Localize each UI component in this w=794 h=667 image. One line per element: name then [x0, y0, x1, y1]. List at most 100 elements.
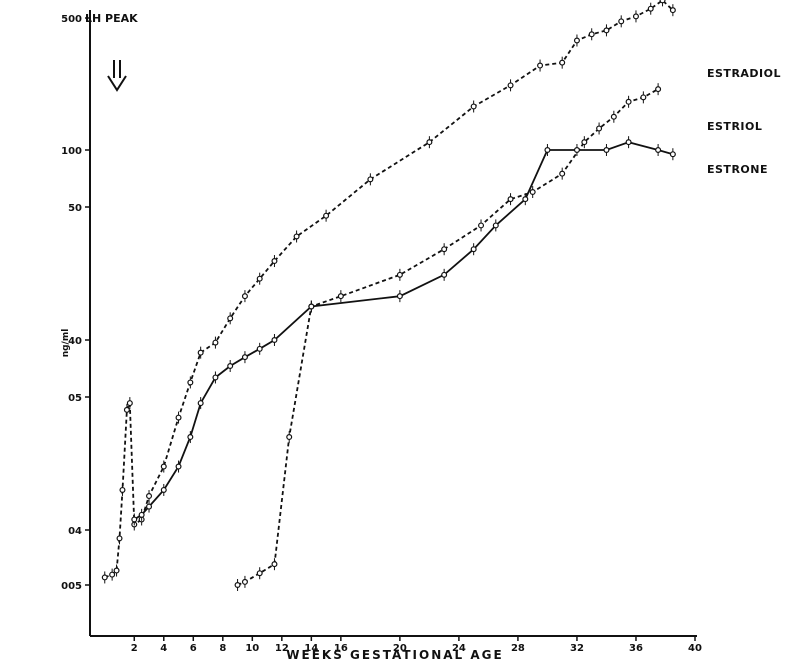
data-point [323, 212, 330, 219]
series-label-estradiol: ESTRADIOL [707, 67, 781, 80]
data-point [197, 400, 204, 407]
data-point [337, 293, 344, 300]
chart-lines [101, 0, 676, 591]
data-point [507, 82, 514, 89]
data-point [573, 37, 580, 44]
data-point [146, 503, 153, 510]
data-point [101, 574, 108, 581]
data-point [603, 147, 610, 154]
data-point [655, 86, 662, 93]
data-point [126, 400, 133, 407]
data-point [640, 94, 647, 101]
data-point [119, 486, 126, 493]
x-tick-label: 8 [219, 643, 226, 654]
x-tick-label: 10 [245, 643, 259, 654]
chart-axes [89, 10, 697, 637]
data-point [470, 246, 477, 253]
data-point [478, 222, 485, 229]
data-point [610, 113, 617, 120]
data-point [113, 567, 120, 574]
data-point [271, 561, 278, 568]
data-point [175, 463, 182, 470]
data-point [286, 434, 293, 441]
data-point [241, 354, 248, 361]
x-tick-label: 28 [511, 643, 525, 654]
data-point [293, 233, 300, 240]
data-point [603, 27, 610, 34]
data-point [271, 337, 278, 344]
data-point [187, 434, 194, 441]
data-point [109, 571, 116, 578]
data-point [146, 493, 153, 500]
y-tick-label: 40 [68, 336, 82, 347]
series-label-estriol: ESTRIOL [707, 120, 762, 133]
data-point [659, 0, 666, 4]
series-line-estriol [237, 88, 659, 586]
data-point [507, 196, 514, 203]
x-tick-label: 4 [160, 643, 167, 654]
data-point [669, 151, 676, 158]
data-point [441, 271, 448, 278]
data-point [212, 339, 219, 346]
data-point [522, 196, 529, 203]
data-point [492, 222, 499, 229]
series-line-estradiol [104, 0, 674, 579]
data-point [632, 13, 639, 20]
data-point [537, 62, 544, 69]
x-tick-label: 40 [688, 643, 702, 654]
data-point [116, 535, 123, 542]
x-tick-label: 6 [190, 643, 197, 654]
x-tick-label: 16 [334, 643, 348, 654]
y-tick-label: 005 [61, 581, 82, 592]
data-point [256, 275, 263, 282]
data-point [367, 176, 374, 183]
x-tick-label: 12 [275, 643, 289, 654]
x-tick-label: 14 [304, 643, 318, 654]
data-point [241, 578, 248, 585]
data-point [197, 349, 204, 356]
data-point [596, 125, 603, 132]
data-point [470, 103, 477, 110]
data-point [241, 293, 248, 300]
data-point [131, 516, 138, 523]
data-point [212, 374, 219, 381]
data-point [669, 7, 676, 14]
data-point [234, 581, 241, 588]
data-point [441, 246, 448, 253]
data-point [175, 414, 182, 421]
x-tick-label: 32 [570, 643, 584, 654]
down-arrow-icon [107, 60, 127, 92]
chart-ticks: 2 4 6 8 10 12 14 16 20 24 28 32 36 405001005040050400… [61, 14, 702, 654]
y-tick-label: 100 [61, 146, 82, 157]
y-tick-label: 500 [61, 14, 82, 25]
lh-peak-label: LH PEAK [85, 12, 138, 25]
data-point [187, 379, 194, 386]
x-axis-title: WEEKS GESTATIONAL AGE [286, 648, 503, 662]
series-line-estrone [133, 141, 674, 521]
data-point [271, 258, 278, 265]
data-point [426, 139, 433, 146]
x-tick-label: 36 [629, 643, 643, 654]
chart-labels: ESTRADIOL ESTRIOL ESTRONE [707, 67, 781, 176]
data-point [160, 463, 167, 470]
data-point [581, 139, 588, 146]
series-label-estrone: ESTRONE [707, 163, 768, 176]
data-point [625, 139, 632, 146]
data-point [396, 293, 403, 300]
data-point [138, 511, 145, 518]
data-point [227, 362, 234, 369]
data-point [655, 147, 662, 154]
data-point [256, 345, 263, 352]
data-point [529, 189, 536, 196]
data-point [308, 303, 315, 310]
x-tick-label: 24 [452, 643, 466, 654]
data-point [123, 406, 130, 413]
x-tick-label: 20 [393, 643, 407, 654]
data-point [588, 31, 595, 38]
data-point [256, 570, 263, 577]
x-tick-label: 2 [131, 643, 138, 654]
lh-peak-annotation: LH PEAK [85, 12, 138, 92]
data-point [618, 18, 625, 25]
y-tick-label: 50 [68, 203, 82, 214]
